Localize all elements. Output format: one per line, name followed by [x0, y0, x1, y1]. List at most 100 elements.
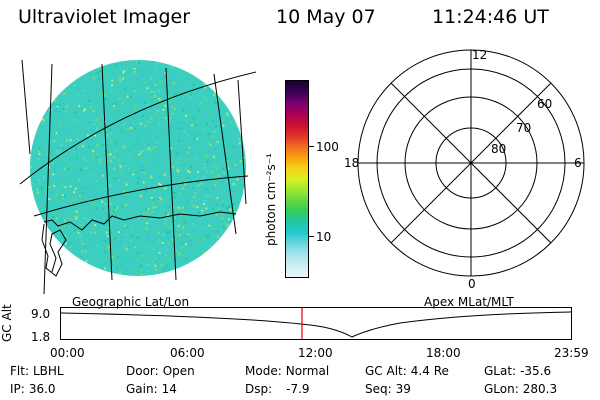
speckle-dot	[49, 72, 52, 75]
altitude-xtick-0000: 00:00	[50, 346, 85, 360]
speckle-dot	[143, 213, 146, 215]
speckle-dot	[146, 87, 149, 90]
speckle-dot	[193, 138, 196, 141]
speckle-dot	[33, 180, 36, 183]
speckle-dot	[200, 183, 203, 185]
speckle-dot	[56, 146, 59, 149]
speckle-dot	[197, 184, 200, 187]
speckle-dot	[184, 271, 187, 274]
speckle-dot	[177, 170, 180, 173]
speckle-dot	[83, 217, 86, 220]
speckle-dot	[51, 162, 54, 165]
speckle-dot	[62, 259, 65, 262]
speckle-dot	[87, 99, 90, 102]
speckle-dot	[120, 171, 123, 174]
speckle-dot	[234, 211, 237, 214]
speckle-dot	[77, 87, 80, 90]
speckle-dot	[124, 244, 127, 247]
speckle-dot	[164, 253, 167, 256]
speckle-dot	[143, 171, 146, 174]
speckle-dot	[154, 264, 157, 267]
colorbar-tick-label-10: 10	[316, 230, 332, 244]
speckle-dot	[125, 248, 128, 251]
speckle-dot	[144, 81, 147, 84]
speckle-dot	[212, 93, 215, 96]
speckle-dot	[95, 156, 98, 159]
speckle-dot	[243, 259, 246, 262]
speckle-dot	[106, 134, 109, 137]
speckle-dot	[214, 176, 217, 179]
speckle-dot	[106, 215, 109, 218]
speckle-dot	[204, 254, 207, 257]
speckle-dot	[73, 67, 76, 69]
speckle-dot	[175, 234, 177, 237]
speckle-dot	[146, 222, 149, 225]
speckle-dot	[197, 65, 200, 68]
speckle-dot	[66, 266, 69, 269]
speckle-dot	[111, 79, 114, 82]
speckle-dot	[164, 223, 167, 226]
speckle-dot	[234, 266, 237, 269]
speckle-dot	[147, 263, 150, 266]
speckle-dot	[63, 195, 66, 198]
speckle-dot	[52, 173, 55, 176]
speckle-dot	[30, 240, 33, 243]
speckle-dot	[233, 266, 235, 269]
status-glon: GLon: 280.3	[484, 382, 558, 396]
speckle-dot	[89, 232, 92, 234]
speckle-dot	[110, 90, 113, 93]
speckle-dot	[190, 200, 193, 203]
speckle-dot	[38, 89, 40, 92]
speckle-dot	[98, 159, 101, 162]
speckle-dot	[241, 140, 244, 143]
speckle-dot	[171, 238, 174, 241]
speckle-dot	[123, 192, 126, 195]
speckle-dot	[215, 204, 218, 207]
speckle-dot	[138, 237, 141, 240]
speckle-dot	[192, 229, 195, 232]
status-filter: Flt: LBHL	[10, 364, 64, 378]
speckle-dot	[172, 245, 175, 248]
speckle-dot	[168, 120, 171, 123]
speckle-dot	[78, 105, 81, 108]
speckle-dot	[154, 65, 157, 68]
speckle-dot	[126, 95, 129, 98]
speckle-dot	[237, 252, 240, 255]
speckle-dot	[234, 242, 237, 245]
speckle-dot	[55, 195, 58, 198]
speckle-dot	[237, 213, 240, 216]
speckle-dot	[244, 76, 246, 79]
speckle-dot	[84, 186, 87, 189]
speckle-dot	[137, 180, 140, 183]
speckle-dot	[152, 203, 155, 206]
speckle-dot	[177, 121, 180, 124]
speckle-dot	[220, 217, 223, 220]
speckle-dot	[226, 245, 229, 248]
speckle-dot	[36, 188, 39, 191]
speckle-dot	[95, 127, 98, 130]
speckle-dot	[58, 103, 61, 106]
speckle-dot	[168, 206, 171, 209]
speckle-dot	[214, 184, 217, 187]
speckle-dot	[209, 195, 212, 198]
speckle-dot	[190, 71, 193, 74]
speckle-dot	[227, 88, 230, 91]
speckle-dot	[152, 206, 155, 209]
speckle-dot	[222, 217, 225, 220]
speckle-dot	[141, 114, 144, 117]
speckle-dot	[175, 250, 178, 253]
speckle-dot	[172, 158, 175, 161]
speckle-dot	[69, 261, 72, 263]
speckle-dot	[164, 104, 167, 107]
speckle-dot	[181, 187, 184, 190]
speckle-dot	[55, 150, 58, 152]
speckle-dot	[52, 257, 55, 260]
speckle-dot	[157, 198, 160, 201]
speckle-dot	[98, 161, 101, 164]
speckle-dot	[185, 258, 188, 261]
speckle-dot	[213, 261, 216, 264]
speckle-dot	[122, 147, 125, 149]
speckle-dot	[110, 132, 113, 135]
speckle-dot	[62, 162, 65, 165]
speckle-dot	[203, 199, 206, 202]
